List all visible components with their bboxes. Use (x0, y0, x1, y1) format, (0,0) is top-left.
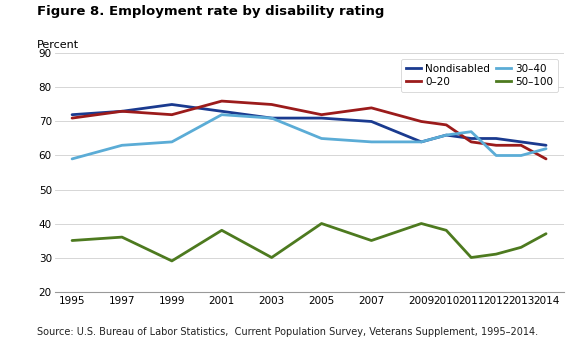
50–100 (518, 245, 524, 249)
0–20 (518, 143, 524, 147)
Nondisabled (118, 109, 125, 114)
Nondisabled (168, 102, 175, 107)
0–20 (68, 116, 75, 120)
30–40 (467, 130, 474, 134)
30–40 (543, 147, 550, 151)
Text: Source: U.S. Bureau of Labor Statistics,  Current Population Survey, Veterans Su: Source: U.S. Bureau of Labor Statistics,… (37, 327, 539, 337)
Nondisabled (418, 140, 425, 144)
Nondisabled (467, 136, 474, 140)
Nondisabled (268, 116, 275, 120)
Nondisabled (318, 116, 325, 120)
Legend: Nondisabled, 0–20, 30–40, 50–100: Nondisabled, 0–20, 30–40, 50–100 (401, 59, 558, 92)
50–100 (268, 255, 275, 259)
Nondisabled (543, 143, 550, 147)
50–100 (543, 231, 550, 236)
0–20 (467, 140, 474, 144)
Text: Figure 8. Employment rate by disability rating: Figure 8. Employment rate by disability … (37, 5, 385, 18)
30–40 (218, 112, 225, 117)
30–40 (318, 136, 325, 140)
30–40 (368, 140, 375, 144)
50–100 (493, 252, 500, 256)
0–20 (318, 112, 325, 117)
0–20 (443, 123, 450, 127)
Nondisabled (518, 140, 524, 144)
0–20 (118, 109, 125, 114)
30–40 (493, 154, 500, 158)
Line: 50–100: 50–100 (72, 224, 546, 261)
50–100 (218, 228, 225, 233)
0–20 (218, 99, 225, 103)
50–100 (418, 221, 425, 226)
0–20 (368, 106, 375, 110)
30–40 (518, 154, 524, 158)
0–20 (543, 157, 550, 161)
0–20 (168, 112, 175, 117)
30–40 (443, 133, 450, 137)
30–40 (418, 140, 425, 144)
50–100 (318, 221, 325, 226)
50–100 (368, 238, 375, 243)
50–100 (443, 228, 450, 233)
30–40 (168, 140, 175, 144)
Line: 0–20: 0–20 (72, 101, 546, 159)
Nondisabled (68, 112, 75, 117)
0–20 (418, 119, 425, 124)
Text: Percent: Percent (37, 40, 79, 50)
0–20 (268, 102, 275, 107)
30–40 (68, 157, 75, 161)
50–100 (168, 259, 175, 263)
Nondisabled (493, 136, 500, 140)
50–100 (467, 255, 474, 259)
50–100 (68, 238, 75, 243)
50–100 (118, 235, 125, 239)
0–20 (493, 143, 500, 147)
Nondisabled (368, 119, 375, 124)
Line: 30–40: 30–40 (72, 115, 546, 159)
Nondisabled (443, 133, 450, 137)
30–40 (268, 116, 275, 120)
Nondisabled (218, 109, 225, 114)
Line: Nondisabled: Nondisabled (72, 105, 546, 145)
30–40 (118, 143, 125, 147)
